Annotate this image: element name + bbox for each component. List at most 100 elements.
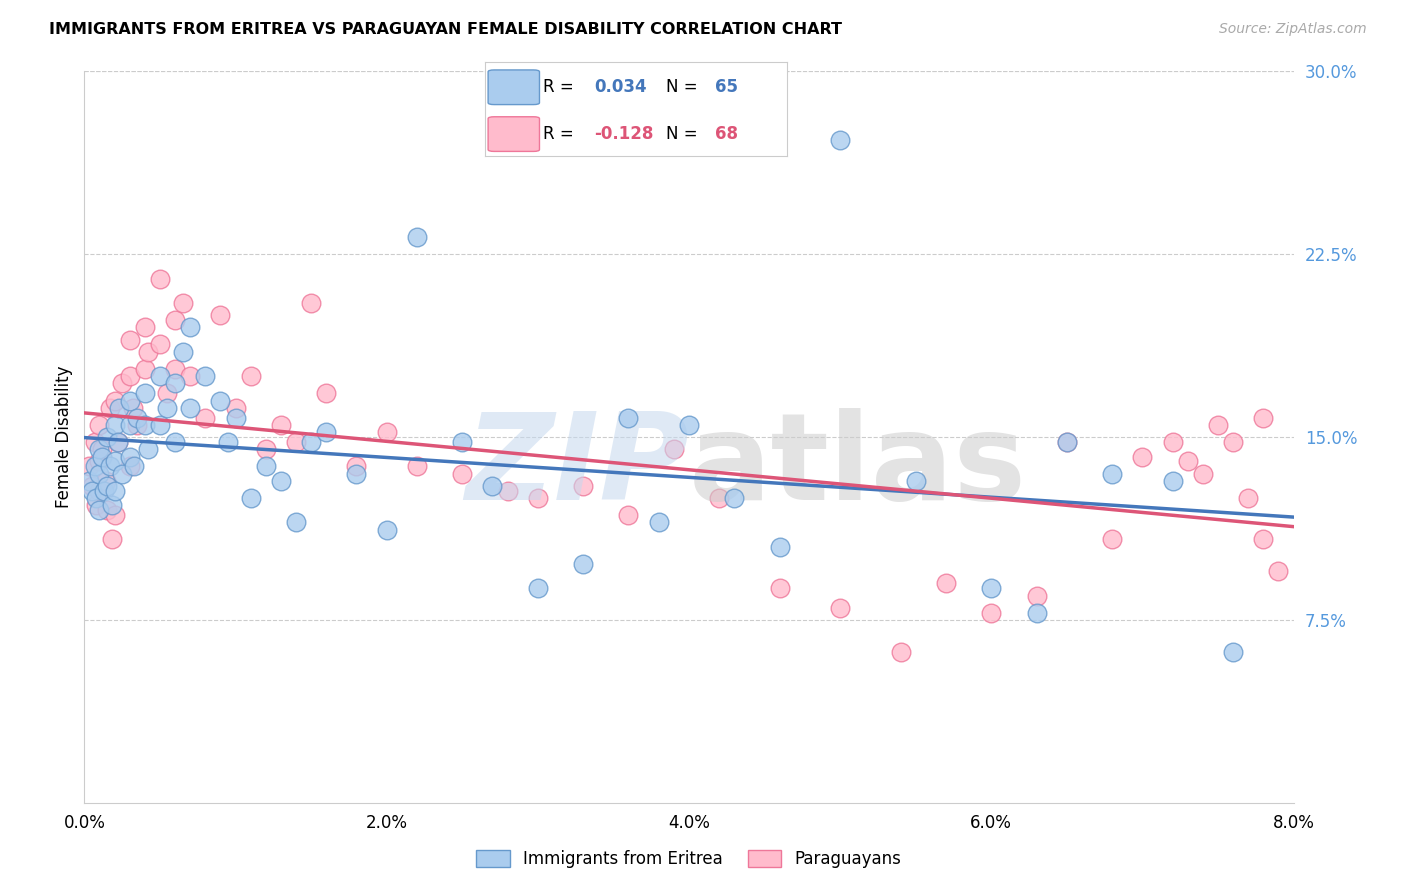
- Point: [156, 386, 179, 401]
- Point: [572, 479, 595, 493]
- Point: [165, 313, 187, 327]
- Point: [77, 474, 100, 488]
- Point: [104, 454, 127, 468]
- Point: [86, 499, 108, 513]
- Point: [89, 454, 111, 468]
- Point: [179, 369, 201, 384]
- Point: [1132, 450, 1154, 464]
- Point: [100, 499, 122, 513]
- Point: [86, 491, 108, 505]
- Point: [172, 296, 194, 310]
- Text: Source: ZipAtlas.com: Source: ZipAtlas.com: [1219, 22, 1367, 37]
- Point: [89, 417, 111, 432]
- Point: [1101, 467, 1123, 481]
- Point: [93, 483, 115, 498]
- Point: [904, 474, 927, 488]
- Point: [217, 434, 239, 449]
- Point: [91, 442, 114, 457]
- Text: 0.034: 0.034: [593, 78, 647, 95]
- Point: [254, 459, 277, 474]
- Point: [1056, 434, 1078, 449]
- Point: [127, 417, 149, 432]
- Point: [209, 393, 232, 408]
- Point: [375, 425, 398, 440]
- Point: [1222, 645, 1244, 659]
- Point: [118, 393, 141, 408]
- Point: [662, 442, 685, 457]
- Point: [451, 434, 474, 449]
- Point: [406, 230, 429, 244]
- FancyBboxPatch shape: [488, 117, 540, 152]
- Text: ZIP: ZIP: [465, 408, 689, 524]
- Text: -0.128: -0.128: [593, 125, 654, 143]
- Point: [118, 450, 141, 464]
- Point: [1267, 564, 1289, 578]
- Point: [527, 491, 550, 505]
- Point: [111, 467, 134, 481]
- Point: [496, 483, 519, 498]
- Point: [84, 434, 107, 449]
- Text: atlas: atlas: [689, 408, 1026, 524]
- Text: N =: N =: [666, 125, 703, 143]
- Point: [121, 401, 143, 415]
- Point: [239, 369, 262, 384]
- Text: 65: 65: [714, 78, 738, 95]
- Point: [100, 533, 122, 547]
- Point: [1192, 467, 1215, 481]
- Point: [209, 308, 232, 322]
- Point: [375, 523, 398, 537]
- Point: [890, 645, 912, 659]
- Point: [1253, 410, 1275, 425]
- Point: [769, 581, 792, 595]
- Point: [89, 483, 111, 498]
- Point: [451, 467, 474, 481]
- Point: [830, 133, 852, 147]
- Point: [572, 557, 595, 571]
- Point: [1025, 589, 1047, 603]
- Point: [481, 479, 503, 493]
- Point: [104, 417, 127, 432]
- Point: [285, 434, 308, 449]
- Point: [104, 508, 127, 522]
- Point: [89, 442, 111, 457]
- Point: [107, 434, 129, 449]
- Point: [136, 344, 159, 359]
- Point: [1237, 491, 1260, 505]
- Point: [134, 386, 156, 401]
- Point: [118, 417, 141, 432]
- Point: [225, 401, 247, 415]
- Point: [346, 467, 368, 481]
- Point: [830, 600, 852, 615]
- Point: [118, 369, 141, 384]
- Point: [104, 393, 127, 408]
- Point: [108, 401, 131, 415]
- Point: [980, 581, 1002, 595]
- Point: [194, 410, 217, 425]
- Point: [118, 459, 141, 474]
- Text: N =: N =: [666, 78, 703, 95]
- Point: [134, 320, 156, 334]
- Point: [617, 410, 640, 425]
- Point: [96, 430, 118, 444]
- Point: [315, 425, 337, 440]
- Text: 68: 68: [714, 125, 738, 143]
- Point: [299, 296, 322, 310]
- Point: [89, 467, 111, 481]
- Point: [98, 401, 121, 415]
- Point: [127, 410, 149, 425]
- Point: [1206, 417, 1229, 432]
- Point: [165, 361, 187, 376]
- Point: [149, 417, 172, 432]
- Point: [225, 410, 247, 425]
- Point: [769, 540, 792, 554]
- Point: [1025, 606, 1047, 620]
- Point: [617, 508, 640, 522]
- Point: [270, 474, 292, 488]
- Point: [136, 442, 159, 457]
- Point: [172, 344, 194, 359]
- Point: [1101, 533, 1123, 547]
- Point: [299, 434, 322, 449]
- Point: [98, 459, 121, 474]
- Point: [104, 483, 127, 498]
- Point: [77, 459, 100, 474]
